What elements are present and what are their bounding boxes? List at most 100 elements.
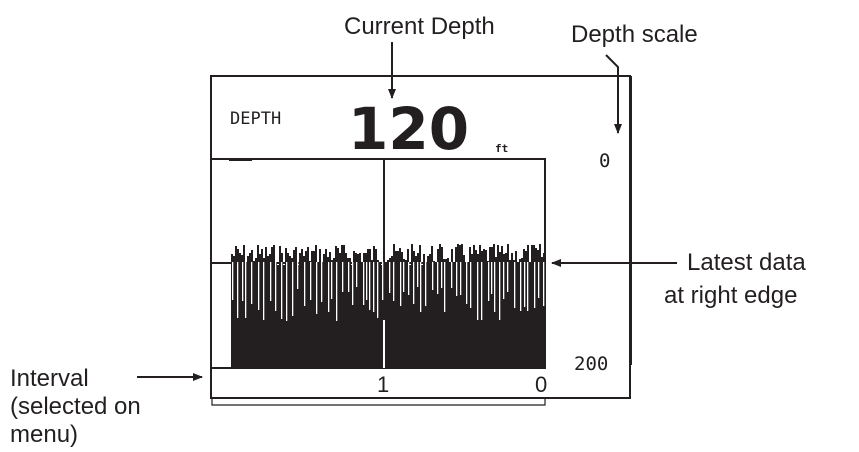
echo-bar [295, 247, 297, 300]
echo-gap [524, 262, 526, 307]
echo-gap [408, 262, 410, 295]
axis-tick-left: 1 [377, 372, 389, 397]
echo-gap [403, 262, 405, 292]
echo-gap [413, 262, 415, 304]
echo-bar [317, 264, 319, 300]
echo-gap [432, 262, 434, 290]
echo-gap [377, 262, 379, 318]
echo-bar [411, 244, 413, 300]
echo-bar [511, 253, 513, 300]
echo-bar [259, 254, 261, 300]
echo-gap [297, 262, 299, 289]
echo-bar [299, 253, 301, 300]
depth-scale-top: 0 [599, 150, 610, 172]
echo-bar [325, 249, 327, 300]
echo-bar [353, 251, 355, 300]
echo-bar [429, 254, 431, 300]
echo-bottom-mass [231, 300, 545, 368]
echo-bar [405, 260, 407, 300]
echo-bar [483, 249, 485, 300]
echo-bar [267, 256, 269, 300]
echo-bar [401, 252, 403, 300]
depth-unit: ft [495, 142, 508, 155]
echo-bar [333, 258, 335, 300]
echo-gap [382, 262, 384, 300]
echo-bar [423, 254, 425, 300]
echo-gap [534, 262, 536, 308]
echo-gap [286, 262, 288, 321]
echo-bar [249, 253, 251, 300]
echo-bar [301, 249, 303, 300]
echo-gap [499, 262, 501, 320]
echo-gap [527, 262, 529, 311]
echo-gap [477, 262, 479, 320]
echo-gap [437, 262, 439, 294]
echo-bar [525, 251, 527, 300]
echo-bar [473, 245, 475, 300]
echo-gap [451, 262, 453, 288]
callout-latest-data-line1: Latest data [687, 249, 806, 276]
echo-bar [277, 265, 279, 300]
echo-gap [316, 262, 318, 314]
callout-interval-line1: Interval [10, 365, 89, 392]
echo-bar [463, 255, 465, 300]
echo-bar [367, 249, 369, 300]
echo-gap [503, 262, 505, 299]
echo-bar [395, 251, 397, 300]
echo-gap [514, 262, 516, 308]
echo-bar [293, 250, 295, 300]
echo-gap [393, 262, 395, 301]
echo-bar [471, 254, 473, 300]
echo-gap [270, 262, 272, 301]
echo-gap [232, 262, 234, 300]
echo-gap [460, 262, 462, 295]
echo-bar [521, 258, 523, 300]
echo-bar [271, 247, 273, 300]
echo-bar [535, 248, 537, 300]
echo-gap [363, 262, 365, 305]
echo-gap [275, 262, 277, 311]
depth-label: DEPTH [230, 109, 281, 129]
echo-gap [352, 262, 354, 305]
echo-bar [361, 262, 363, 300]
echo-gap [444, 262, 446, 312]
echo-bar [485, 250, 487, 300]
echo-gap [237, 262, 239, 318]
echo-gap [373, 262, 375, 312]
echo-bar [479, 245, 481, 300]
echo-bar [427, 256, 429, 300]
echo-bar [265, 247, 267, 300]
echo-gap [369, 262, 371, 310]
echo-bar [439, 244, 441, 300]
echo-gap [389, 262, 391, 293]
echo-bar [447, 258, 449, 300]
echo-bar [467, 262, 469, 300]
echo-gap [466, 262, 468, 304]
axis-tick-right: 0 [535, 372, 547, 397]
echo-mid-notch [383, 320, 385, 368]
echo-bar [283, 265, 285, 300]
echo-bar [391, 256, 393, 300]
echo-bar [409, 265, 411, 300]
echo-bar [279, 246, 281, 300]
echo-bar [357, 254, 359, 300]
callout-latest-data-line2: at right edge [664, 282, 797, 309]
echo-bar [319, 249, 321, 300]
echo-bar [371, 260, 373, 300]
echo-bar [289, 256, 291, 300]
echo-bar [461, 244, 463, 300]
echo-gap [356, 262, 358, 287]
callout-interval-line3: menu) [10, 421, 78, 448]
echo-gap [543, 262, 545, 306]
echo-bar [247, 256, 249, 300]
echo-gap [456, 262, 458, 296]
echo-gap [331, 262, 333, 299]
echo-gap [348, 262, 350, 292]
echo-gap [494, 262, 496, 312]
echo-bar [531, 245, 533, 300]
echo-gap [342, 262, 344, 292]
echo-bar [529, 263, 531, 300]
echo-gap [481, 262, 483, 320]
echo-gap [491, 262, 493, 294]
